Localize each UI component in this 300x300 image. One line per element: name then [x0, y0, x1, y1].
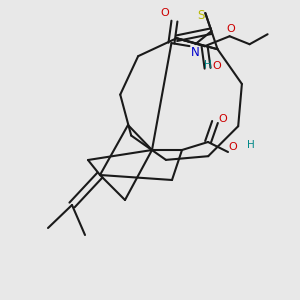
Text: H: H: [204, 60, 211, 70]
Text: S: S: [198, 8, 205, 22]
Text: H: H: [247, 140, 255, 150]
Text: O: O: [219, 114, 227, 124]
Text: N: N: [191, 46, 200, 59]
Text: O: O: [160, 8, 169, 18]
Text: O: O: [212, 61, 221, 71]
Text: O: O: [229, 142, 237, 152]
Text: O: O: [226, 24, 235, 34]
